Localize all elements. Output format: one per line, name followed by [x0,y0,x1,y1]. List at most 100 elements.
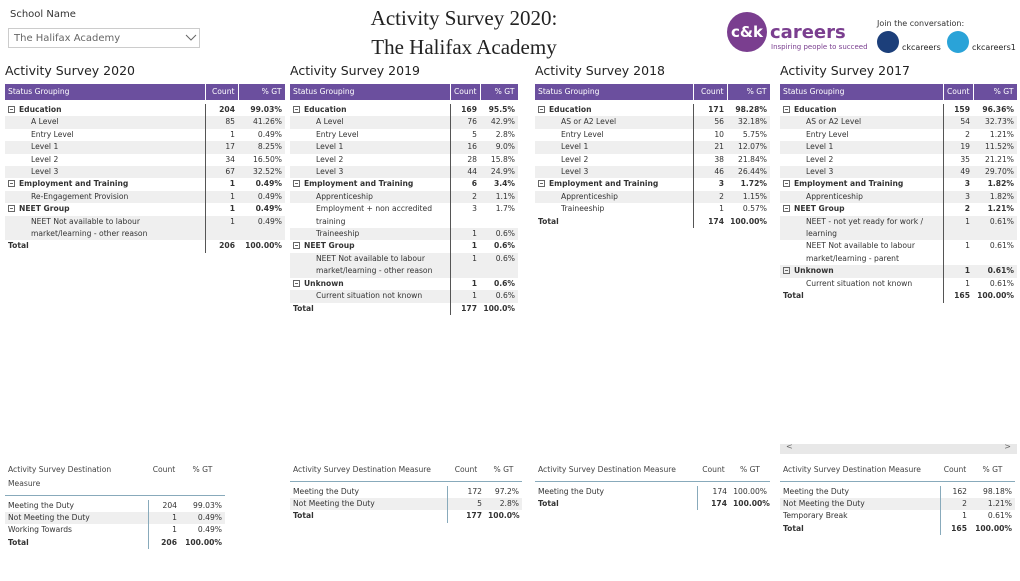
collapse-button[interactable] [293,242,300,250]
pct-cell: 1.21% [989,129,1014,139]
collapse-button[interactable] [783,267,790,275]
facebook-icon[interactable] [877,31,899,53]
label-text: Traineeship [316,229,360,239]
scrollbar[interactable]: < > [780,442,1017,454]
twitter-icon[interactable] [947,31,969,53]
pct-cell: 1.7% [495,204,515,214]
matrix-row: Re-Engagement Provision 1 0.49% [5,190,285,204]
row-label: Total [293,511,314,521]
matrix-row: Current situation not known 1 0.61% [780,277,1017,291]
count-cell: 10 [714,129,724,139]
scroll-left[interactable]: < [786,442,793,451]
header-cell: % GT [238,84,286,100]
count-cell: 1 [943,215,973,241]
matrix-row: A Level 76 42.9% [290,116,518,129]
row-label: Level 1 [5,141,206,154]
label-text: Total [293,303,314,313]
count-cell: 1 [229,204,235,214]
count-cell: 16 [450,141,480,154]
label-text: Level 3 [316,167,344,177]
collapse-button[interactable] [293,180,300,188]
count-cell: 206 [147,536,180,550]
collapse-button[interactable] [783,205,790,213]
label-text: Apprenticeship [561,191,618,201]
count-cell: 67 [205,166,238,179]
row-label: NEET Not available to labour market/lear… [5,215,206,241]
count-cell: 177 [446,510,485,523]
label-text: A Level [316,117,344,127]
matrix-row: NEET Not available to labour market/lear… [290,252,518,278]
count-cell: 5 [472,129,477,139]
collapse-button[interactable] [8,106,15,113]
header-cell: % GT [973,84,1018,100]
count-cell: 1 [471,278,477,288]
row-label: Entry Level [290,128,451,142]
pct-cell: 0.6% [480,290,518,303]
count-cell: 3 [964,179,970,189]
matrix-row: Level 1 16 9.0% [290,141,518,154]
pct-cell: 12.07% [727,141,770,154]
count-cell: 49 [943,166,973,179]
row-label: Education [5,104,206,117]
destination-table: Activity Survey Destination Measure Count… [290,463,522,523]
matrix-row: Level 3 44 24.9% [290,166,518,179]
collapse-button[interactable] [8,180,15,188]
scroll-right[interactable]: > [1004,442,1011,451]
row-label: Total [538,498,559,508]
matrix-row: Traineeship 1 0.57% [535,203,770,216]
count-cell: 1 [450,252,480,278]
collapse-button[interactable] [783,106,790,113]
collapse-button[interactable] [293,106,300,113]
count-cell: 1 [450,228,480,241]
matrix-row: Apprenticeship 3 1.82% [780,190,1017,204]
count-cell: 1 [147,524,180,537]
header-row: Status Grouping Count% GT [535,84,771,100]
collapse-button[interactable] [538,106,545,113]
row-label: Level 3 [780,166,944,179]
total-row: Total 174 100.00% [535,497,770,511]
count-cell: 171 [708,105,724,114]
collapse-button[interactable] [8,205,15,213]
pct-cell: 0.61% [989,278,1014,288]
label-text: Level 1 [806,142,834,152]
header-cell: Activity Survey Destination Measure [780,463,940,482]
pct-cell: 5.75% [742,129,767,139]
matrix-row: Employment and Training 1 0.49% [5,178,285,191]
pct-cell: 0.6% [493,241,515,251]
chevron [185,34,197,41]
count-cell: 177 [461,303,477,313]
count-cell: 85 [205,116,238,129]
count-cell: 204 [147,499,180,512]
row-label: Employment and Training [780,178,944,191]
matrix-row: Traineeship 1 0.6% [290,228,518,241]
matrix-row: Level 3 46 26.44% [535,166,770,179]
count-cell: 2 [965,129,970,139]
header-cell: Status Grouping [535,84,694,100]
row-label: Level 3 [290,166,451,179]
page-title: Activity Survey 2020: The Halifax Academ… [330,4,598,62]
label-text: Level 2 [806,154,834,164]
row-label: Level 1 [290,141,451,154]
collapse-button[interactable] [538,180,545,188]
label-text: Current situation not known [806,278,913,288]
matrix-row: NEET Not available to labour market/lear… [5,215,285,241]
matrix-row: Level 2 28 15.8% [290,153,518,167]
matrix-row: Total 206 100.00% [5,240,285,253]
header-cell: Count [447,463,485,482]
collapse-button[interactable] [783,180,790,188]
pct-cell: 100.00% [730,216,767,226]
school-dropdown[interactable]: The Halifax Academy [8,28,200,48]
pct-cell: 0.61% [973,265,1017,278]
matrix-row: Education 169 95.5% [290,104,518,117]
pct-cell: 2.8% [495,129,515,139]
matrix-row: NEET Group 1 0.6% [290,240,518,253]
matrix-row: Current situation not known 1 0.6% [290,290,518,303]
count-cell: 165 [954,291,970,301]
row-label: Entry Level [5,128,206,142]
pct-cell: 99.03% [193,500,222,510]
collapse-button[interactable] [293,279,300,287]
label-text: Level 2 [316,154,344,164]
row-label: Level 2 [535,153,694,167]
title-line: Activity Survey 2020: [370,6,558,30]
matrix-row: Level 1 21 12.07% [535,141,770,154]
